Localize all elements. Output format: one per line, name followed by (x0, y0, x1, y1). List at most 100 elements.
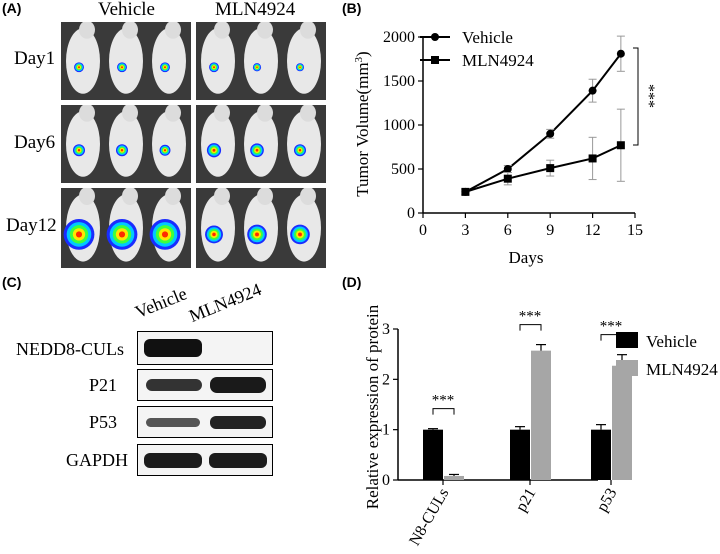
mouse-body (287, 188, 321, 262)
d-bar-vehicle (510, 429, 530, 480)
b-x-tick-label: 15 (627, 222, 643, 239)
b-x-tick-label: 9 (546, 222, 554, 239)
mouse-body (109, 105, 143, 177)
b-legend: Vehicle MLN4924 (420, 28, 534, 70)
band-nedd8-vehicle (144, 339, 202, 357)
panel-label-a: (A) (2, 0, 22, 16)
mouse-body (109, 22, 143, 94)
b-x-tick-label: 12 (585, 222, 601, 239)
d-y-tick-label: 1 (382, 422, 390, 439)
mouse-body (244, 22, 278, 94)
band-gapdh-mln4924 (209, 453, 267, 468)
b-data-point (616, 141, 625, 150)
panel-c-col-vehicle: Vehicle (132, 283, 190, 323)
band-p53-vehicle (146, 418, 200, 427)
b-x-tick-label: 0 (419, 222, 427, 239)
band-p21-vehicle (146, 379, 202, 391)
mouse-image-day1-mln4924 (196, 22, 326, 100)
b-series-vehicle (461, 35, 625, 196)
bioluminescence-signal (247, 224, 267, 245)
b-legend-vehicle-marker (431, 33, 439, 41)
d-significance: *** (432, 393, 455, 409)
bioluminescence-signal (160, 62, 170, 73)
mouse-body (244, 105, 278, 177)
b-data-point (461, 187, 470, 196)
bioluminescence-signal (115, 144, 129, 157)
mouse-body (201, 105, 235, 177)
d-bar-mln4924 (444, 475, 464, 480)
panel-a-row-day1: Day1 (14, 48, 56, 69)
panel-a-col-mln4924: MLN4924 (215, 0, 296, 20)
d-category-label: N8-CULs (406, 486, 452, 549)
b-xlabel: Days (509, 248, 544, 267)
b-y-tick-label: 500 (391, 161, 415, 178)
bioluminescence-signal (74, 62, 84, 73)
b-data-point (588, 86, 597, 95)
b-data-point (616, 49, 625, 58)
bioluminescence-signal (296, 63, 304, 72)
bioluminescence-signal (117, 62, 127, 73)
bioluminescence-signal (149, 219, 181, 250)
bioluminescence-signal (290, 224, 310, 245)
blot-p53 (137, 406, 273, 438)
d-legend-vehicle: Vehicle (646, 332, 697, 351)
b-series-line (465, 144, 622, 193)
b-series-mln4924 (461, 108, 625, 196)
d-significance-bracket: *** (432, 393, 455, 415)
blot-nedd8-culs (137, 331, 273, 365)
d-significance-bracket: *** (519, 309, 542, 331)
protein-expression-chart: 0 1 2 3 N8-CULs p21 p53 *** *** *** Relative exp… (363, 304, 718, 549)
d-legend-mln4924-swatch (616, 360, 638, 376)
d-significance: *** (600, 319, 623, 335)
d-error-bar (428, 428, 438, 430)
b-significance: *** (640, 84, 657, 108)
panel-c-col-mln4924: MLN4924 (186, 279, 265, 327)
b-x-tick-label: 6 (504, 222, 512, 239)
b-data-point (546, 129, 555, 138)
bioluminescence-signal (206, 143, 222, 158)
d-legend-vehicle-swatch (616, 332, 638, 348)
mouse-body (152, 22, 186, 94)
d-error-bar (449, 473, 459, 476)
mouse-image-day6-mln4924 (196, 105, 326, 183)
mouse-body (152, 105, 186, 177)
bioluminescence-signal (250, 143, 264, 158)
b-series-line (464, 53, 622, 193)
d-error-bar (596, 424, 606, 430)
d-y-tick-label: 2 (382, 371, 390, 388)
blot-label-nedd8-culs: NEDD8-CULs (16, 339, 124, 359)
blot-p21 (137, 369, 273, 401)
b-data-point (588, 154, 597, 163)
bioluminescence-signal (63, 219, 95, 250)
b-legend-mln4924-marker (431, 56, 439, 64)
d-error-bar (536, 344, 546, 351)
b-y-tick-label: 1000 (383, 117, 415, 134)
b-y-tick-label: 2000 (383, 29, 415, 46)
d-bar-vehicle (423, 429, 443, 480)
b-x-tick-label: 3 (461, 222, 469, 239)
b-y-tick-label: 0 (407, 205, 415, 222)
d-error-bar (515, 426, 525, 430)
d-category-label: p21 (513, 486, 540, 515)
d-category-label: p53 (594, 486, 621, 515)
mouse-body (66, 22, 100, 94)
d-ylabel: Relative expression of protein (363, 304, 382, 509)
blot-label-p21: P21 (89, 375, 118, 395)
mouse-image-day12-vehicle (61, 188, 191, 268)
mouse-image-day6-vehicle (61, 105, 191, 183)
band-p53-mln4924 (210, 416, 266, 429)
panel-a-row-day6: Day6 (14, 132, 56, 153)
b-data-point (546, 164, 555, 173)
blot-label-p53: P53 (89, 412, 118, 432)
d-bar-mln4924 (612, 365, 632, 480)
b-legend-mln4924: MLN4924 (462, 51, 534, 70)
tumor-volume-chart: 0 3 6 9 12 15 0 500 1000 1500 2000 Days Tumor Volu… (353, 28, 657, 267)
band-p21-mln4924 (210, 377, 266, 393)
mouse-image-day1-vehicle (61, 22, 191, 100)
mouse-body (244, 188, 278, 262)
bioluminescence-signal (209, 62, 219, 73)
d-bar-mln4924 (531, 350, 551, 480)
b-significance-bracket: *** (633, 47, 657, 146)
band-gapdh-vehicle (144, 453, 202, 468)
bioluminescence-signal (252, 63, 262, 72)
